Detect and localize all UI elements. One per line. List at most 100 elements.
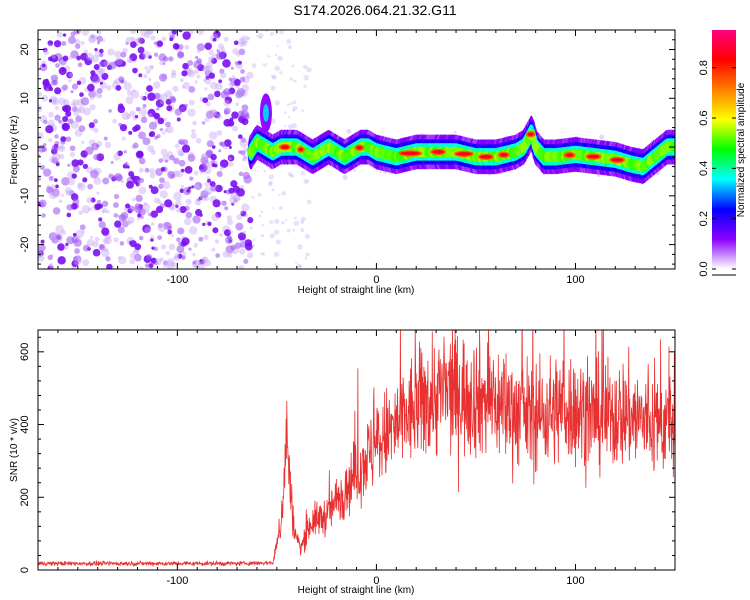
noise-speckle	[90, 34, 95, 39]
noise-speckle	[235, 52, 241, 57]
noise-speckle	[169, 154, 175, 161]
signal-peak	[400, 151, 421, 156]
noise-speckle	[293, 220, 300, 227]
x-tick-label: -100	[166, 274, 188, 286]
noise-speckle	[123, 80, 127, 85]
noise-speckle	[160, 148, 168, 156]
noise-speckle	[105, 209, 110, 214]
noise-speckle	[129, 110, 136, 117]
noise-speckle	[60, 193, 65, 197]
noise-speckle	[284, 111, 287, 114]
noise-speckle	[181, 144, 191, 153]
noise-speckle	[187, 70, 195, 78]
noise-speckle	[118, 76, 125, 83]
noise-speckle	[79, 92, 84, 97]
noise-speckle	[90, 197, 96, 203]
noise-speckle	[175, 207, 182, 213]
noise-speckle	[138, 167, 144, 173]
noise-speckle	[58, 145, 66, 153]
noise-speckle	[275, 239, 281, 245]
noise-speckle	[215, 253, 221, 258]
y-tick-label: -20	[19, 237, 31, 253]
noise-speckle	[60, 229, 67, 235]
noise-speckle	[93, 64, 100, 70]
noise-speckle	[302, 64, 308, 70]
noise-speckle	[157, 235, 163, 240]
noise-speckle	[137, 46, 145, 54]
noise-speckle	[130, 41, 137, 48]
noise-speckle	[117, 150, 123, 157]
snr-panel: -100 0 100 0 200 400 600 Height of straight li…	[9, 329, 676, 596]
noise-speckle	[171, 69, 177, 76]
noise-speckle	[289, 77, 293, 81]
noise-speckle	[274, 65, 280, 72]
noise-speckle	[147, 112, 153, 118]
noise-speckle	[52, 207, 61, 215]
noise-speckle	[159, 190, 168, 199]
noise-speckle	[193, 243, 198, 248]
noise-speckle	[291, 122, 298, 129]
noise-speckle	[48, 138, 53, 143]
noise-speckle	[41, 213, 46, 218]
noise-speckle	[303, 84, 307, 88]
noise-speckle	[223, 190, 227, 194]
noise-speckle	[288, 45, 293, 50]
noise-speckle	[205, 110, 215, 119]
noise-speckle	[242, 230, 247, 235]
noise-speckle	[99, 245, 104, 250]
noise-speckle	[159, 257, 164, 262]
noise-speckle	[190, 132, 197, 139]
noise-speckle	[170, 173, 175, 179]
noise-speckle	[158, 73, 168, 82]
noise-speckle	[174, 255, 180, 261]
noise-speckle	[90, 169, 99, 179]
noise-speckle	[233, 40, 239, 46]
noise-speckle	[303, 74, 309, 81]
noise-speckle	[45, 125, 54, 134]
noise-speckle	[117, 256, 122, 260]
noise-speckle	[292, 228, 296, 232]
noise-speckle	[186, 189, 191, 193]
noise-speckle	[96, 92, 102, 99]
noise-speckle	[114, 173, 123, 181]
noise-speckle	[180, 78, 184, 83]
noise-speckle	[293, 79, 297, 83]
noise-speckle	[150, 257, 157, 264]
noise-speckle	[162, 154, 171, 163]
spectrogram-plot-area	[38, 30, 675, 269]
noise-speckle	[281, 221, 285, 225]
noise-speckle	[144, 167, 150, 173]
noise-speckle	[47, 40, 54, 46]
noise-speckle	[68, 78, 72, 83]
noise-speckle	[138, 157, 146, 165]
noise-speckle	[210, 109, 218, 117]
noise-speckle	[51, 97, 60, 106]
noise-speckle	[300, 228, 305, 233]
noise-speckle	[278, 193, 281, 196]
noise-speckle	[143, 202, 148, 206]
noise-speckle	[287, 172, 293, 177]
noise-speckle	[210, 57, 218, 64]
noise-speckle	[240, 210, 244, 214]
noise-speckle	[173, 191, 182, 201]
noise-speckle	[157, 223, 163, 229]
noise-speckle	[118, 214, 127, 222]
noise-speckle	[68, 72, 74, 78]
noise-speckle	[273, 229, 280, 235]
noise-speckle	[82, 177, 88, 183]
noise-speckle	[241, 118, 249, 126]
noise-speckle	[148, 263, 154, 269]
noise-speckle	[258, 36, 262, 40]
noise-speckle	[164, 159, 168, 163]
noise-speckle	[303, 178, 309, 185]
noise-speckle	[112, 118, 117, 124]
noise-speckle	[148, 132, 154, 137]
noise-speckle	[169, 37, 174, 42]
noise-speckle	[140, 116, 148, 124]
noise-speckle	[251, 244, 256, 248]
noise-speckle	[292, 105, 298, 111]
noise-speckle	[242, 155, 248, 161]
noise-speckle	[192, 252, 196, 257]
noise-speckle	[78, 210, 83, 216]
noise-speckle	[216, 130, 223, 136]
